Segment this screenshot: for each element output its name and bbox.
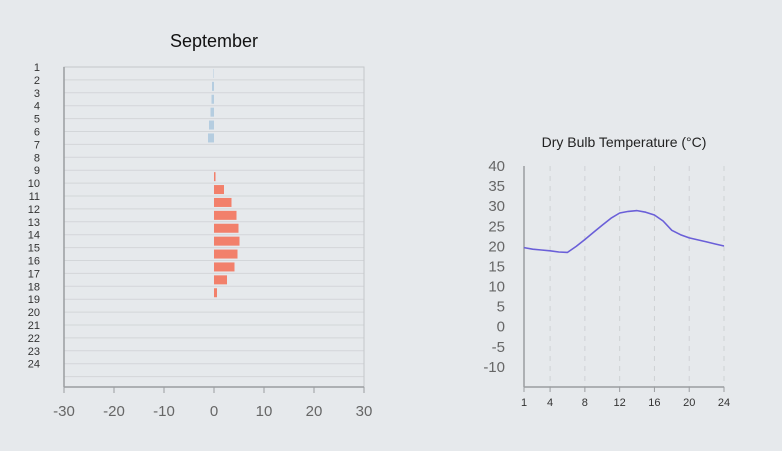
bar-positive-hour-11: [214, 197, 232, 207]
category-tick-label: 17: [28, 268, 40, 280]
y-tick-label: 25: [488, 218, 505, 235]
y-tick-label: 40: [488, 158, 505, 175]
category-tick-label: 6: [34, 127, 40, 139]
category-tick-label: 19: [28, 294, 40, 306]
category-tick-label: 1: [34, 62, 40, 74]
category-tick-label: 22: [28, 333, 40, 345]
category-tick-label: 21: [28, 320, 40, 332]
y-tick-label: 10: [488, 279, 505, 296]
bar-negative-hour-1: [213, 68, 214, 78]
category-tick-label: 16: [28, 256, 40, 268]
y-tick-label: -10: [483, 359, 505, 376]
category-tick-label: 14: [28, 230, 40, 242]
dry-bulb-temperature-line-chart: Dry Bulb Temperature (°C) 40353025201510…: [483, 134, 730, 409]
category-tick-label: 2: [34, 75, 40, 87]
y-tick-label: 20: [488, 238, 505, 255]
x-tick-label: 4: [547, 397, 553, 409]
bar-positive-hour-13: [214, 223, 239, 233]
x-tick-label: 10: [256, 403, 273, 420]
x-tick-label: 16: [648, 397, 660, 409]
september-bar-chart: September 123456789101112131415161718192…: [28, 31, 373, 420]
category-tick-label: 3: [34, 88, 40, 100]
y-tick-label: 5: [497, 299, 505, 316]
bar-positive-hour-17: [214, 275, 227, 285]
bar-negative-hour-2: [212, 81, 214, 91]
y-tick-label: 35: [488, 178, 505, 195]
x-tick-label: 12: [614, 397, 626, 409]
y-tick-label: 0: [497, 319, 505, 336]
category-tick-label: 18: [28, 281, 40, 293]
bar-positive-hour-16: [214, 262, 235, 272]
bar-negative-hour-3: [211, 94, 214, 104]
bar-positive-hour-12: [214, 210, 237, 220]
category-tick-label: 23: [28, 346, 40, 358]
x-tick-label: -10: [153, 403, 175, 420]
category-tick-label: 13: [28, 217, 40, 229]
x-tick-label: -30: [53, 403, 75, 420]
y-tick-label: -5: [492, 339, 505, 356]
bar-positive-hour-18: [214, 288, 217, 298]
category-tick-label: 9: [34, 165, 40, 177]
bar-positive-hour-15: [214, 249, 238, 259]
y-tick-label: 15: [488, 258, 505, 275]
bar-negative-hour-4: [210, 107, 214, 117]
bar-negative-hour-5: [209, 120, 214, 130]
temperature-series-line: [523, 209, 725, 254]
category-tick-label: 24: [28, 359, 40, 371]
category-tick-label: 20: [28, 307, 40, 319]
category-tick-label: 5: [34, 114, 40, 126]
bar-negative-hour-6: [208, 133, 214, 143]
x-tick-label: 0: [210, 403, 218, 420]
bar-positive-hour-14: [214, 236, 240, 246]
x-tick-label: 8: [582, 397, 588, 409]
x-tick-label: -20: [103, 403, 125, 420]
category-tick-label: 11: [29, 191, 40, 203]
category-tick-label: 4: [34, 101, 40, 113]
y-tick-label: 30: [488, 198, 505, 215]
category-tick-label: 15: [28, 243, 40, 255]
x-tick-label: 20: [683, 397, 695, 409]
chart-title: Dry Bulb Temperature (°C): [542, 134, 707, 150]
x-tick-label: 20: [306, 403, 323, 420]
category-tick-label: 12: [28, 204, 40, 216]
x-tick-label: 30: [356, 403, 373, 420]
category-tick-label: 8: [34, 152, 40, 164]
bar-positive-hour-9: [214, 172, 216, 182]
category-tick-label: 10: [28, 178, 40, 190]
x-tick-label: 1: [521, 397, 527, 409]
x-tick-label: 24: [718, 397, 730, 409]
chart-title: September: [170, 31, 258, 51]
bar-positive-hour-10: [214, 185, 224, 195]
category-tick-label: 7: [34, 139, 40, 151]
